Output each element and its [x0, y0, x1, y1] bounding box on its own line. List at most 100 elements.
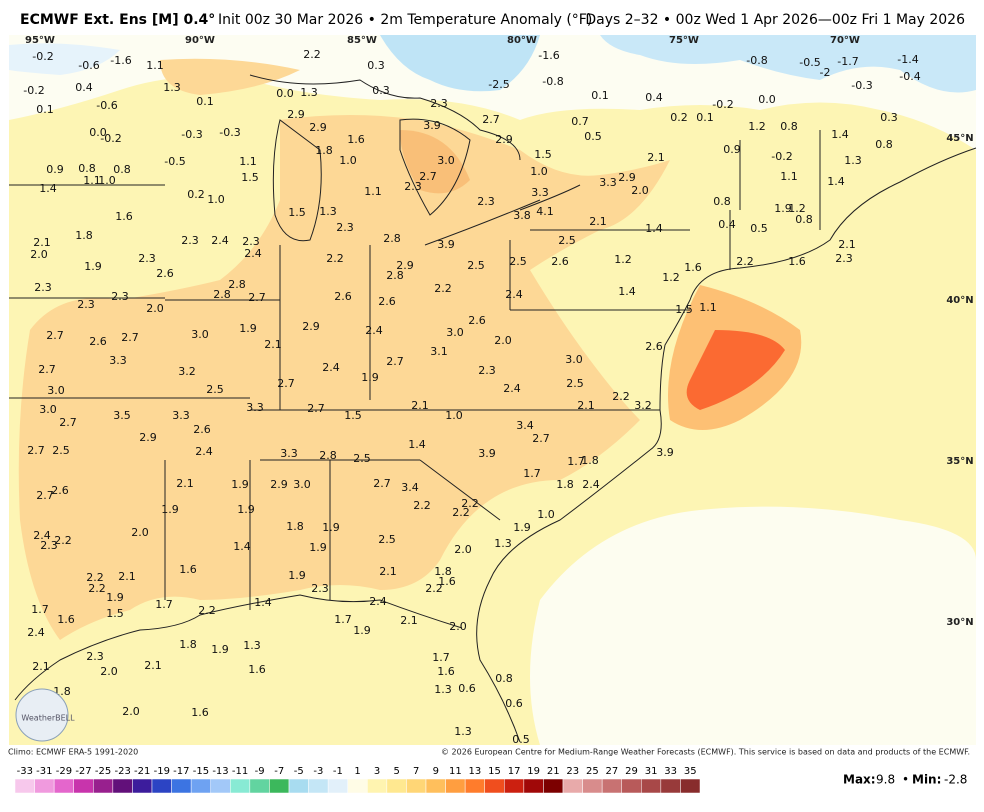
- point-value: 2.4: [244, 247, 262, 260]
- point-value: 1.9: [237, 503, 255, 516]
- point-value: 2.4: [33, 529, 51, 542]
- colorbar-swatch: [641, 778, 662, 794]
- point-value: 0.8: [78, 162, 96, 175]
- point-value: 3.0: [47, 384, 65, 397]
- point-value: 1.6: [248, 663, 266, 676]
- point-value: 1.3: [454, 725, 472, 738]
- colorbar-tick: -23: [114, 766, 130, 777]
- point-value: 0.4: [645, 91, 663, 104]
- point-value: 3.9: [656, 446, 674, 459]
- point-value: 2.3: [477, 195, 495, 208]
- point-value: 1.4: [618, 285, 636, 298]
- cold-area: [9, 43, 120, 75]
- point-value: 1.7: [523, 467, 541, 480]
- colorbar-swatch: [308, 778, 329, 794]
- point-value: 0.5: [750, 222, 768, 235]
- point-value: 1.5: [241, 171, 259, 184]
- point-value: 2.6: [378, 295, 396, 308]
- point-value: 2.4: [27, 626, 45, 639]
- point-value: -0.6: [78, 59, 99, 72]
- point-value: 1.4: [645, 222, 663, 235]
- point-value: 1.4: [408, 438, 426, 451]
- point-value: 0.1: [36, 103, 54, 116]
- colorbar-tick: 23: [566, 766, 579, 777]
- colorbar-tick: -9: [255, 766, 265, 777]
- point-value: 1.3: [319, 205, 337, 218]
- colorbar-swatch: [230, 778, 251, 794]
- point-value: 1.3: [844, 154, 862, 167]
- colorbar-swatch: [367, 778, 388, 794]
- colorbar-tick: -19: [154, 766, 170, 777]
- graticule-labels: 95°W 90°W 85°W 80°W 75°W 70°W 45°N 40°N 35°N 30°N: [25, 35, 974, 628]
- point-value: 1.9: [288, 569, 306, 582]
- point-value: 2.3: [835, 252, 853, 265]
- colorbar-swatch: [327, 778, 348, 794]
- point-value: 0.8: [113, 163, 131, 176]
- point-value: 2.1: [118, 570, 136, 583]
- point-value: 2.7: [121, 331, 139, 344]
- point-value: 3.0: [39, 403, 57, 416]
- point-value: 2.1: [411, 399, 429, 412]
- point-value: 3.9: [478, 447, 496, 460]
- title-rest: Init 00z 30 Mar 2026 • 2m Temperature An…: [218, 12, 592, 28]
- point-value: 1.1: [146, 59, 164, 72]
- point-value: 2.3: [111, 290, 129, 303]
- colorbar-tick: 21: [547, 766, 560, 777]
- point-value: 3.4: [516, 419, 534, 432]
- point-value: 1.6: [438, 575, 456, 588]
- point-value: 2.3: [138, 252, 156, 265]
- lat-label: 30°N: [946, 617, 973, 628]
- point-value: 0.6: [458, 682, 476, 695]
- colorbar-tick: 13: [469, 766, 482, 777]
- point-value: 1.0: [207, 193, 225, 206]
- point-value: 0.8: [875, 138, 893, 151]
- point-value: 1.9: [353, 624, 371, 637]
- point-value: 0.1: [196, 95, 214, 108]
- point-value: 1.5: [534, 148, 552, 161]
- point-value: 1.9: [774, 202, 792, 215]
- point-value: 1.5: [288, 206, 306, 219]
- point-value: 1.6: [179, 563, 197, 576]
- point-value: 2.5: [378, 533, 396, 546]
- point-value: 3.3: [246, 401, 264, 414]
- climo: Climo: ECMWF ERA-5 1991-2020: [8, 748, 138, 757]
- point-value: 2.7: [38, 363, 56, 376]
- point-value: 0.0: [89, 126, 107, 139]
- point-value: -0.4: [899, 70, 920, 83]
- point-value: 0.1: [591, 89, 609, 102]
- point-value: 0.3: [372, 84, 390, 97]
- point-value: 2.0: [449, 620, 467, 633]
- point-value: 1.3: [434, 683, 452, 696]
- lon-label: 85°W: [347, 35, 377, 46]
- colorbar-tick: 29: [625, 766, 638, 777]
- point-value: -0.2: [771, 150, 792, 163]
- point-value: 1.7: [432, 651, 450, 664]
- point-value: 1.0: [339, 154, 357, 167]
- coastline: [476, 147, 977, 743]
- point-value: 2.7: [419, 170, 437, 183]
- point-value: 1.6: [57, 613, 75, 626]
- point-value: 2.1: [838, 238, 856, 251]
- point-value: 2.0: [631, 184, 649, 197]
- warm-area: [18, 115, 670, 640]
- point-value: -2: [820, 66, 831, 79]
- hot-area: [686, 330, 785, 410]
- point-value: 1.7: [31, 603, 49, 616]
- point-value: 2.6: [334, 290, 352, 303]
- point-value: 1.8: [581, 454, 599, 467]
- colorbar-swatch: [484, 778, 505, 794]
- point-value: 2.9: [287, 108, 305, 121]
- lake: [272, 119, 322, 242]
- point-value: 3.1: [430, 345, 448, 358]
- point-value: 1.3: [300, 86, 318, 99]
- colorbar-tick: -25: [95, 766, 111, 777]
- colorbar-swatch: [582, 778, 603, 794]
- point-value: 2.0: [131, 526, 149, 539]
- colorbar-swatch: [562, 778, 583, 794]
- point-value: 1.8: [75, 229, 93, 242]
- point-value: 1.0: [537, 508, 555, 521]
- colorbar-swatch: [660, 778, 681, 794]
- point-value: -0.5: [799, 56, 820, 69]
- point-value: 3.0: [191, 328, 209, 341]
- point-value: 1.5: [106, 607, 124, 620]
